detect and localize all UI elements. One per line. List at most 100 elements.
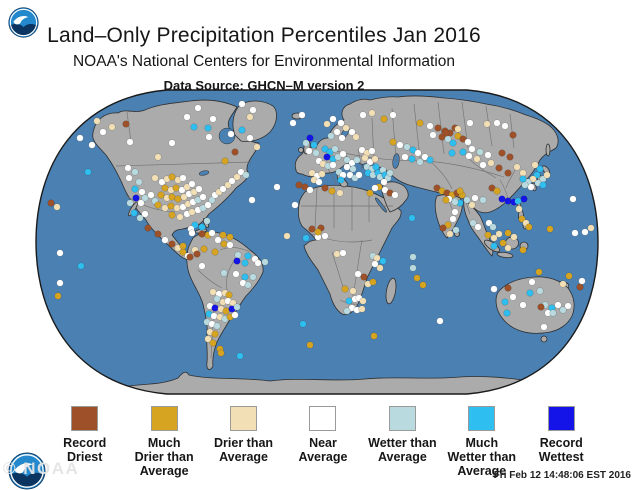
station-dot (225, 291, 233, 299)
station-dot (449, 215, 457, 223)
station-dot (401, 153, 409, 161)
station-dot (527, 183, 535, 191)
legend-label-drier: Drier than Average (214, 436, 274, 464)
station-dot (587, 224, 595, 232)
legend-item-much-wetter: Much Wetter than Average (442, 406, 521, 478)
station-dot (291, 201, 299, 209)
station-dot (233, 173, 241, 181)
station-dot (302, 139, 310, 147)
station-dot (469, 219, 477, 227)
station-dot (483, 120, 491, 128)
station-dot (199, 204, 207, 212)
legend-item-near-average: Near Average (283, 406, 362, 478)
station-dot (409, 253, 417, 261)
station-dot (198, 262, 206, 270)
station-dot (409, 146, 417, 154)
station-dot (451, 208, 459, 216)
station-dot (161, 204, 169, 212)
station-dot (168, 193, 176, 201)
station-dot (312, 149, 320, 157)
station-dot (126, 199, 134, 207)
station-dot (359, 111, 367, 119)
station-dot (84, 168, 92, 176)
station-dot (236, 352, 244, 360)
station-dot (343, 156, 351, 164)
station-dot (154, 201, 162, 209)
station-dot (180, 193, 188, 201)
station-dot (341, 285, 349, 293)
legend-swatch-wetter (388, 406, 416, 431)
station-dot (442, 196, 450, 204)
station-dot (533, 171, 541, 179)
station-dot (403, 143, 411, 151)
station-dot (209, 115, 217, 123)
station-dot (298, 111, 306, 119)
station-dot (210, 312, 218, 320)
legend-swatch-record-wettest (547, 406, 575, 431)
station-dot (200, 245, 208, 253)
legend-label-much-drier: Much Drier than Average (134, 436, 194, 478)
station-dot (157, 191, 165, 199)
station-dot (310, 141, 318, 149)
station-dot (333, 250, 341, 258)
station-dot (493, 119, 501, 127)
station-dot (391, 191, 399, 199)
station-dot (559, 306, 567, 314)
station-dot (546, 225, 554, 233)
station-dot (464, 138, 472, 146)
station-dot (463, 196, 471, 204)
station-dot (337, 176, 345, 184)
island-sakhalin (545, 143, 551, 157)
station-dot (520, 195, 528, 203)
station-dot (56, 249, 64, 257)
station-dot (368, 109, 376, 117)
station-dot (328, 187, 336, 195)
station-dot (454, 132, 462, 140)
station-dot (179, 174, 187, 182)
station-dot (226, 233, 234, 241)
station-dot (195, 185, 203, 193)
station-dot (301, 183, 309, 191)
station-dot (536, 287, 544, 295)
station-dot (131, 168, 139, 176)
station-dot (501, 298, 509, 306)
station-dot (176, 213, 184, 221)
station-dot (329, 115, 337, 123)
station-dot (244, 252, 252, 260)
station-dot (536, 165, 544, 173)
station-dot (342, 124, 350, 132)
legend-swatch-much-wetter (468, 406, 496, 431)
station-dot (429, 131, 437, 139)
station-dot (490, 285, 498, 293)
station-dot (147, 191, 155, 199)
station-dot (466, 119, 474, 127)
station-dot (372, 163, 380, 171)
station-dot (531, 161, 539, 169)
station-dot (161, 184, 169, 192)
station-dot (413, 274, 421, 282)
station-dot (339, 249, 347, 257)
station-dot (124, 164, 132, 172)
station-dot (358, 305, 366, 313)
station-dot (246, 113, 254, 121)
station-dot (211, 304, 219, 312)
station-dot (540, 323, 548, 331)
station-dot (241, 259, 249, 267)
island-java (496, 251, 514, 259)
noaa-logo-top-icon (8, 7, 39, 38)
station-dot (246, 134, 254, 142)
station-dot (499, 239, 507, 247)
station-dot (93, 117, 101, 125)
station-dot (167, 202, 175, 210)
station-dot (306, 134, 314, 142)
station-dot (336, 189, 344, 197)
station-dot (209, 339, 217, 347)
station-dot (366, 158, 374, 166)
station-dot (490, 242, 498, 250)
station-dot (471, 194, 479, 202)
station-dot (232, 270, 240, 278)
station-dot (416, 158, 424, 166)
station-dot (205, 133, 213, 141)
station-dot (54, 292, 62, 300)
station-dot (308, 225, 316, 233)
